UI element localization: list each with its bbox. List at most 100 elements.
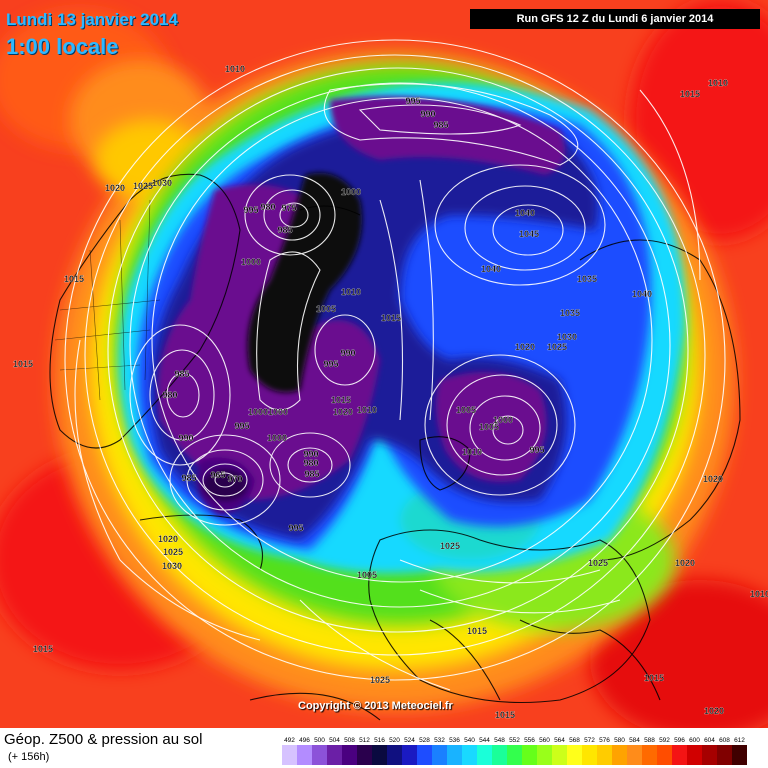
scale-label: 580 [614, 737, 625, 744]
pressure-label: 1000 [248, 407, 268, 417]
pressure-label: 1010 [225, 64, 245, 74]
pressure-label: 970 [227, 474, 242, 484]
scale-label: 496 [299, 737, 310, 744]
pressure-label: 1020 [333, 407, 353, 417]
copyright: Copyright © 2013 Meteociel.fr [298, 700, 453, 712]
pressure-label: 1020 [158, 534, 178, 544]
scale-label: 588 [644, 737, 655, 744]
pressure-label: 1030 [162, 561, 182, 571]
pressure-label: 1015 [64, 274, 84, 284]
scale-swatch [372, 745, 387, 765]
scale-swatch [417, 745, 432, 765]
scale-label: 544 [479, 737, 490, 744]
pressure-label: 1040 [481, 264, 501, 274]
pressure-label: 1010 [708, 78, 728, 88]
pressure-label: 1015 [680, 89, 700, 99]
scale-label: 532 [434, 737, 445, 744]
pressure-label: 1020 [515, 342, 535, 352]
scale-swatch [522, 745, 537, 765]
scale-swatch [492, 745, 507, 765]
pressure-label: 995 [405, 96, 420, 106]
pressure-label: 1035 [577, 274, 597, 284]
scale-swatch [477, 745, 492, 765]
pressure-label: 1010 [341, 287, 361, 297]
scale-swatch [657, 745, 672, 765]
pressure-label: 990 [178, 433, 193, 443]
pressure-label: 1045 [519, 229, 539, 239]
pressure-label: 1015 [33, 644, 53, 654]
pressure-label: 990 [340, 348, 355, 358]
scale-swatch [687, 745, 702, 765]
scale-swatch [507, 745, 522, 765]
pressure-label: 1030 [152, 178, 172, 188]
pressure-label: 1020 [675, 558, 695, 568]
scale-swatch [387, 745, 402, 765]
scale-label: 600 [689, 737, 700, 744]
pressure-label: 1000 [268, 407, 288, 417]
pressure-label: 1025 [133, 181, 153, 191]
forecast-date: Lundi 13 janvier 2014 [6, 10, 178, 29]
scale-swatch [402, 745, 417, 765]
scale-swatch [582, 745, 597, 765]
scale-swatch [342, 745, 357, 765]
scale-label: 576 [599, 737, 610, 744]
pressure-label: 1005 [357, 570, 377, 580]
scale-swatch [447, 745, 462, 765]
run-info: Run GFS 12 Z du Lundi 6 janvier 2014 [470, 9, 760, 29]
pressure-label: 1015 [467, 626, 487, 636]
scale-label: 548 [494, 737, 505, 744]
scale-swatch [537, 745, 552, 765]
pressure-label: 995 [243, 205, 258, 215]
pressure-label: 1025 [370, 675, 390, 685]
scale-label: 528 [419, 737, 430, 744]
pressure-label: 1010 [462, 447, 482, 457]
scale-swatch [672, 745, 687, 765]
pressure-label: 1000 [341, 187, 361, 197]
scale-label: 564 [554, 737, 565, 744]
scale-swatch [642, 745, 657, 765]
scale-swatch [312, 745, 327, 765]
pressure-label: 1020 [105, 183, 125, 193]
pressure-label: 1015 [495, 710, 515, 720]
scale-label: 520 [389, 737, 400, 744]
scale-label: 560 [539, 737, 550, 744]
pressure-label: 1005 [316, 304, 336, 314]
us-state-lines [54, 199, 161, 401]
pressure-label: 1005 [456, 405, 476, 415]
pressure-label: 995 [288, 523, 303, 533]
forecast-time: 1:00 locale [6, 34, 119, 59]
map-title: Géop. Z500 & pression au sol [4, 731, 203, 748]
scale-swatch [567, 745, 582, 765]
pressure-label: 1015 [13, 359, 33, 369]
scale-label: 516 [374, 737, 385, 744]
pressure-label: 1000 [241, 257, 261, 267]
scale-swatch [732, 745, 747, 765]
scale-swatch [612, 745, 627, 765]
scale-swatch [702, 745, 717, 765]
pressure-label: 1035 [560, 308, 580, 318]
pressure-label: 995 [529, 445, 544, 455]
scale-label: 524 [404, 737, 415, 744]
pressure-label: 1040 [632, 289, 652, 299]
pressure-label: 985 [181, 473, 196, 483]
scale-label: 604 [704, 737, 715, 744]
scale-label: 568 [569, 737, 580, 744]
pressure-label: 1025 [163, 547, 183, 557]
pressure-label: 1025 [440, 541, 460, 551]
scale-swatch [282, 745, 297, 765]
scale-swatch [432, 745, 447, 765]
scale-swatch [357, 745, 372, 765]
isobars [64, 39, 726, 691]
scale-label: 572 [584, 737, 595, 744]
pressure-label: 1000 [493, 415, 513, 425]
pressure-label: 985 [433, 120, 448, 130]
color-scale: 492 496 500 504 508 512 516 520 524 528 532 536 540 5… [282, 737, 747, 765]
scale-label: 504 [329, 737, 340, 744]
pressure-label: 1015 [331, 395, 351, 405]
pressure-label: 1040 [515, 208, 535, 218]
pressure-label: 1005 [479, 422, 499, 432]
pressure-label: 990 [303, 449, 318, 459]
scale-label: 540 [464, 737, 475, 744]
